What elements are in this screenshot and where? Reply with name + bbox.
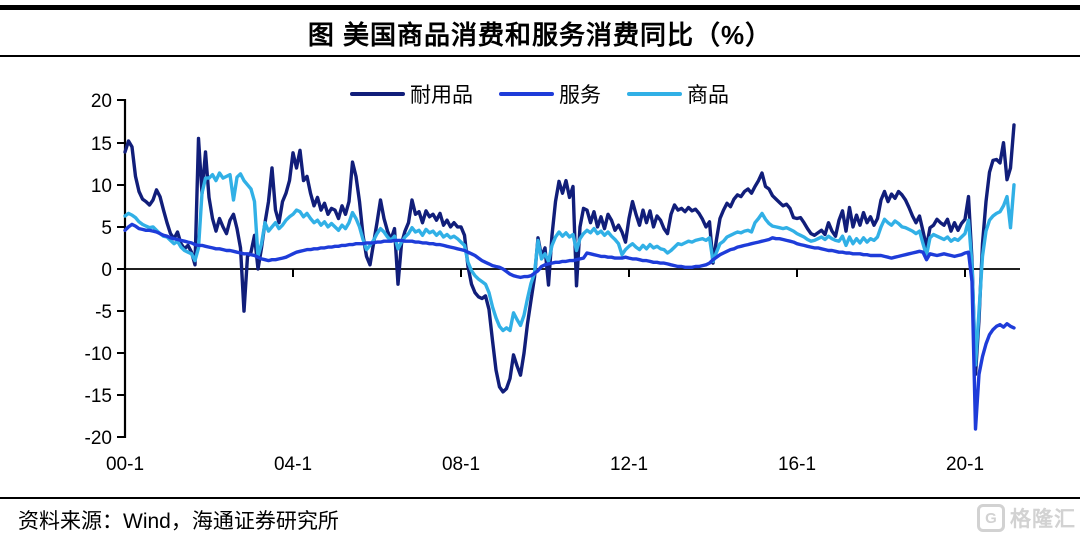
legend-label-goods: 商品 [687,84,729,107]
y-axis-labels: 20 15 10 5 0 -5 -10 -15 -20 [85,91,112,449]
title-divider-rule [0,55,1080,57]
gelonghui-logo: G 格隆汇 [977,503,1076,533]
series-line-durables [123,123,1016,394]
y-axis-label: -10 [85,344,112,365]
y-axis-label: -5 [95,302,112,323]
y-axis-label: -20 [85,428,112,449]
gelonghui-logo-text: 格隆汇 [1010,508,1076,531]
y-axis-ticks [117,99,125,438]
x-axis-label: 20-1 [946,454,984,475]
y-axis-label: 15 [91,134,112,155]
legend-item-services: 服务 [499,79,601,109]
y-axis-label: 0 [101,260,112,281]
chart-legend: 耐用品 服务 商品 [350,79,729,109]
durables-line-swatch [350,92,405,96]
x-axis-label: 00-1 [106,454,144,475]
y-axis-label: 20 [91,91,112,112]
x-axis-ticks [292,269,966,277]
footer-divider-rule [0,497,1080,499]
x-axis-label: 04-1 [274,454,312,475]
legend-item-durables: 耐用品 [350,79,473,109]
legend-item-goods: 商品 [627,79,729,109]
x-axis-label: 08-1 [442,454,480,475]
x-axis-labels: 00-1 04-1 08-1 12-1 16-1 20-1 [106,454,984,475]
y-axis-label: 5 [101,218,112,239]
services-line-swatch [499,92,554,96]
legend-label-services: 服务 [559,84,601,107]
top-rule [0,5,1080,10]
gelonghui-g-icon: G [977,504,1005,532]
x-axis-label: 16-1 [778,454,816,475]
chart-title: 图 美国商品消费和服务消费同比（%） [307,20,773,50]
y-axis-label: 10 [91,176,112,197]
series-lines [123,123,1016,431]
legend-label-durables: 耐用品 [410,84,473,107]
series-line-services [123,222,1016,431]
series-line-goods [123,171,1016,367]
data-source-text: 资料来源：Wind，海通证券研究所 [18,510,339,533]
x-axis-label: 12-1 [610,454,648,475]
y-axis-label: -15 [85,386,112,407]
goods-line-swatch [627,92,682,96]
